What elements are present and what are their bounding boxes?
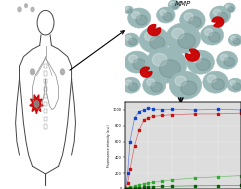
Wedge shape xyxy=(212,17,224,27)
Circle shape xyxy=(34,101,39,107)
Wedge shape xyxy=(148,25,161,36)
Circle shape xyxy=(128,8,151,28)
Bar xyxy=(44,64,47,68)
Circle shape xyxy=(227,78,241,92)
Circle shape xyxy=(168,0,180,10)
Circle shape xyxy=(122,77,140,93)
Bar xyxy=(44,87,47,91)
Circle shape xyxy=(126,36,132,40)
Wedge shape xyxy=(186,49,199,61)
Circle shape xyxy=(147,79,155,86)
Circle shape xyxy=(169,71,202,99)
Circle shape xyxy=(217,12,228,21)
Circle shape xyxy=(228,34,241,46)
Circle shape xyxy=(180,9,205,31)
Circle shape xyxy=(126,7,129,10)
Circle shape xyxy=(163,13,172,21)
Circle shape xyxy=(152,53,167,66)
Bar xyxy=(44,109,47,113)
Circle shape xyxy=(136,15,147,25)
Circle shape xyxy=(133,59,146,70)
Circle shape xyxy=(210,6,231,24)
Circle shape xyxy=(205,29,213,36)
Circle shape xyxy=(139,27,169,53)
Circle shape xyxy=(192,54,201,63)
Circle shape xyxy=(224,3,235,13)
Circle shape xyxy=(226,5,230,8)
Circle shape xyxy=(203,71,228,93)
Circle shape xyxy=(60,69,64,75)
Wedge shape xyxy=(140,67,152,77)
Circle shape xyxy=(127,9,132,13)
Bar xyxy=(44,71,47,76)
Circle shape xyxy=(143,75,166,95)
Circle shape xyxy=(209,32,220,42)
Circle shape xyxy=(233,38,240,44)
Circle shape xyxy=(166,23,201,53)
Circle shape xyxy=(170,2,174,5)
Bar xyxy=(44,124,47,129)
Bar xyxy=(44,94,47,98)
Circle shape xyxy=(212,79,224,90)
Circle shape xyxy=(172,4,178,9)
Circle shape xyxy=(178,34,195,49)
Circle shape xyxy=(196,59,210,70)
Circle shape xyxy=(144,32,155,41)
Circle shape xyxy=(31,7,34,12)
Circle shape xyxy=(124,51,150,73)
Circle shape xyxy=(228,6,234,12)
Circle shape xyxy=(230,81,236,85)
Circle shape xyxy=(129,55,138,63)
Bar xyxy=(44,117,47,121)
Circle shape xyxy=(233,83,241,90)
Circle shape xyxy=(125,80,132,86)
Circle shape xyxy=(172,28,184,39)
Circle shape xyxy=(25,4,27,8)
Circle shape xyxy=(160,60,180,78)
Polygon shape xyxy=(30,95,43,114)
Bar xyxy=(44,79,47,83)
Y-axis label: Fluorescence intensity (a.u.): Fluorescence intensity (a.u.) xyxy=(107,124,111,167)
Circle shape xyxy=(181,81,197,95)
Circle shape xyxy=(151,82,162,92)
Circle shape xyxy=(231,36,235,40)
Circle shape xyxy=(157,7,175,23)
Circle shape xyxy=(160,10,166,15)
Circle shape xyxy=(224,57,234,66)
Circle shape xyxy=(220,54,228,60)
Circle shape xyxy=(129,38,137,45)
Circle shape xyxy=(18,7,21,12)
Circle shape xyxy=(214,9,221,15)
Circle shape xyxy=(128,83,138,91)
Circle shape xyxy=(145,47,187,83)
Circle shape xyxy=(31,69,34,75)
Circle shape xyxy=(150,36,165,49)
Circle shape xyxy=(189,17,201,28)
Text: MMP: MMP xyxy=(175,1,191,7)
Circle shape xyxy=(124,6,134,14)
Circle shape xyxy=(123,33,139,47)
Circle shape xyxy=(132,12,140,19)
Bar xyxy=(44,102,47,106)
Circle shape xyxy=(184,13,193,21)
Circle shape xyxy=(201,25,224,45)
Circle shape xyxy=(175,76,186,86)
Circle shape xyxy=(217,51,238,69)
Circle shape xyxy=(187,50,214,74)
Circle shape xyxy=(207,75,216,83)
